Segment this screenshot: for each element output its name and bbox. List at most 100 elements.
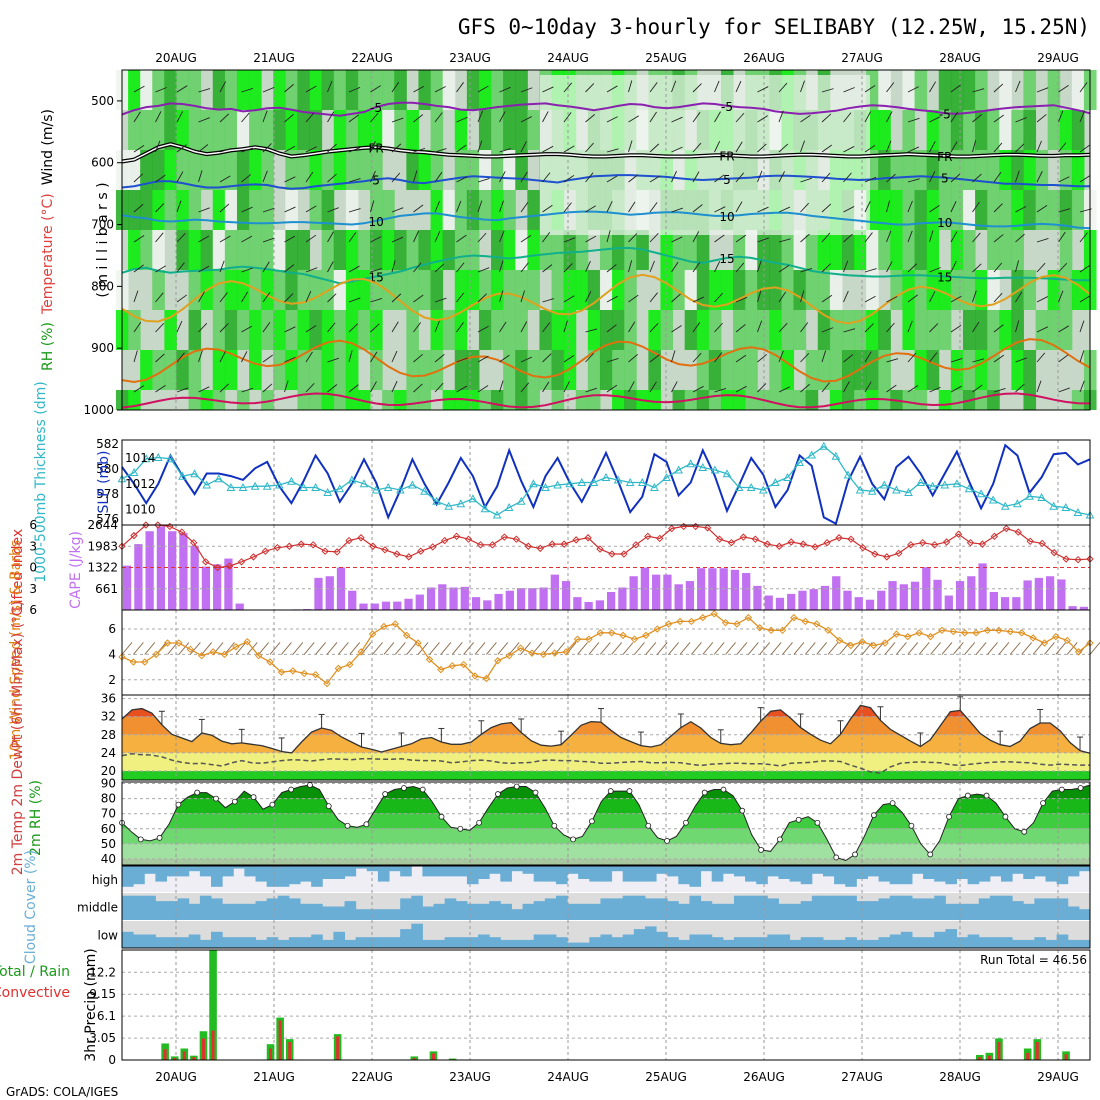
thickness-point <box>565 479 575 488</box>
rh-cell <box>140 70 153 110</box>
rh-cell <box>418 270 432 310</box>
li-point <box>393 550 401 558</box>
cape-bar <box>393 601 402 610</box>
wind-barb <box>219 147 232 153</box>
wind-barb <box>757 353 768 363</box>
isotherm-label: -5 <box>721 100 733 114</box>
rh-cell <box>188 310 202 350</box>
cloud-bar <box>700 901 713 920</box>
cape-bar <box>415 594 424 610</box>
cloud-high-bar <box>433 866 446 877</box>
wind-barb <box>1044 642 1055 655</box>
cloud-bar <box>1034 898 1046 920</box>
wind-barb <box>1058 354 1069 363</box>
thickness-point <box>1061 502 1071 511</box>
rh-cell <box>1023 390 1037 410</box>
wind-barb <box>370 268 383 273</box>
cloud-bar <box>511 909 524 920</box>
wind-speed-point <box>266 658 274 666</box>
wind-barb <box>348 384 359 393</box>
isotherm-label: 5 <box>372 173 380 187</box>
cloud-high-bar <box>122 866 134 887</box>
wind-barb <box>864 201 871 213</box>
wind-barb <box>714 206 726 213</box>
upper-air-legend-item: Wind (m/s) <box>40 109 56 185</box>
temp-tick-label: 20 <box>101 764 116 778</box>
wind-barb <box>649 82 658 93</box>
wind-barb <box>348 178 361 183</box>
wind-barb <box>219 175 231 183</box>
wind-barb <box>606 201 613 213</box>
rh-cell <box>733 230 746 270</box>
thickness-point <box>1025 491 1034 500</box>
wind-barb <box>628 260 633 273</box>
rh-cell <box>950 390 964 410</box>
rh-point <box>401 785 407 791</box>
wind-barb <box>993 292 1003 303</box>
wind-barb <box>176 320 183 333</box>
cloud-bar <box>133 895 145 920</box>
wind-barb <box>198 207 210 213</box>
cloud-high-bar <box>567 866 579 874</box>
wind-barb <box>477 355 489 363</box>
cloud-bar <box>878 937 891 948</box>
li-point <box>500 533 509 541</box>
cloud-bar <box>288 898 301 920</box>
wind-barb <box>929 141 936 153</box>
wind-barb <box>456 292 465 303</box>
wind-barb <box>327 80 333 93</box>
cloud-bar <box>978 937 991 948</box>
li-point <box>178 528 186 536</box>
thickness-point <box>541 482 550 491</box>
rh-cell <box>612 270 625 310</box>
li-point <box>823 539 831 547</box>
precip-tick-label: 3.05 <box>89 1031 116 1045</box>
cloud-bar <box>956 903 969 920</box>
thickness-point <box>299 482 308 491</box>
rh-cell <box>515 270 528 310</box>
bottom-date-label: 21AUG <box>253 1070 295 1084</box>
li-point <box>1002 524 1011 533</box>
li-point <box>751 535 760 543</box>
wind-barb <box>827 642 839 655</box>
wind-barb <box>176 171 184 183</box>
cloud-bar <box>1034 937 1046 948</box>
rh-cell <box>926 110 940 150</box>
li-point <box>130 531 138 540</box>
rh-cell <box>309 310 323 350</box>
rh-point <box>307 782 313 788</box>
top-date-label: 28AUG <box>939 51 981 65</box>
cape-bar <box>753 585 762 610</box>
rh-cell <box>563 270 577 310</box>
isotherm-contour <box>121 247 1090 285</box>
rh-cell <box>200 110 214 150</box>
rh-cell <box>345 150 359 190</box>
wind-barb <box>757 237 769 243</box>
wind-barb <box>1015 80 1021 93</box>
wind-barb <box>133 350 138 363</box>
li-point <box>739 533 748 541</box>
wind-barb <box>1079 144 1091 153</box>
bottom-date-label: 28AUG <box>939 1070 981 1084</box>
rh-cell <box>950 110 964 150</box>
thickness-point <box>819 441 829 450</box>
cloud-bar <box>233 903 245 920</box>
wind-barb <box>1015 233 1025 243</box>
rh-cell <box>176 230 190 270</box>
chart-title: GFS 0~10day 3-hourly for SELIBABY (12.25… <box>458 15 1090 39</box>
cloud-bar <box>1067 939 1080 948</box>
rh-cell <box>297 110 311 150</box>
wind-speed-point <box>129 658 138 666</box>
cape-tick-label: 2644 <box>87 518 118 532</box>
rh-cell <box>527 110 540 150</box>
cloud-bar <box>911 898 924 920</box>
wind-barb <box>499 171 506 183</box>
li-point <box>847 535 855 543</box>
cloud-bar <box>989 895 1002 920</box>
wind-barb <box>649 175 661 183</box>
rh-cell <box>1071 190 1085 230</box>
top-date-label: 26AUG <box>743 51 785 65</box>
rh-cell <box>817 270 831 310</box>
wind-barb <box>821 263 831 273</box>
rh-cell <box>454 150 468 190</box>
